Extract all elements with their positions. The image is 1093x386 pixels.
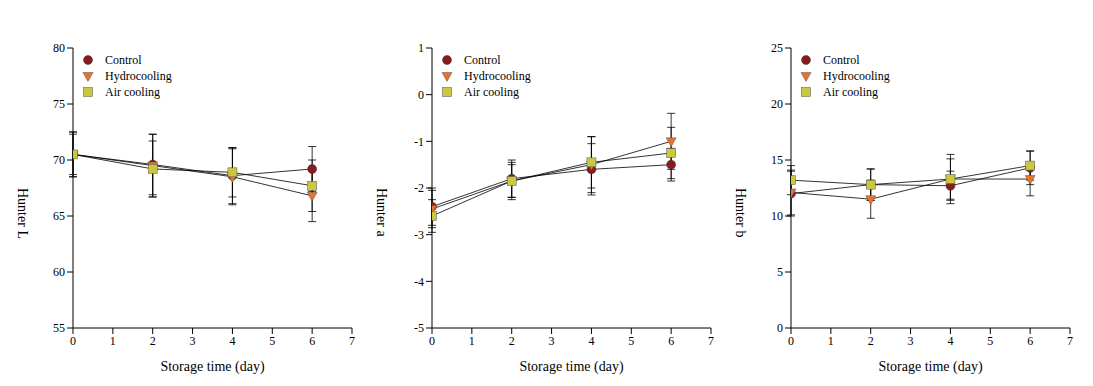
svg-text:Hunter b: Hunter b bbox=[733, 188, 748, 237]
svg-text:60: 60 bbox=[53, 265, 65, 279]
svg-text:4: 4 bbox=[947, 334, 953, 348]
svg-text:1: 1 bbox=[418, 41, 424, 55]
svg-text:1: 1 bbox=[469, 334, 475, 348]
svg-text:Storage time (day): Storage time (day) bbox=[878, 359, 983, 375]
svg-text:75: 75 bbox=[53, 97, 65, 111]
svg-text:80: 80 bbox=[53, 41, 65, 55]
svg-text:5: 5 bbox=[269, 334, 275, 348]
svg-text:6: 6 bbox=[668, 334, 674, 348]
svg-text:15: 15 bbox=[771, 153, 783, 167]
svg-text:10: 10 bbox=[771, 209, 783, 223]
svg-text:20: 20 bbox=[771, 97, 783, 111]
html-text:Hydrocooling: Hydrocooling bbox=[105, 69, 172, 83]
html-text:Control: Control bbox=[464, 53, 501, 67]
svg-text:6: 6 bbox=[309, 334, 315, 348]
svg-text:0: 0 bbox=[777, 321, 783, 335]
html-text:Control: Control bbox=[105, 53, 142, 67]
html-text:Hydrocooling: Hydrocooling bbox=[464, 69, 531, 83]
svg-text:3: 3 bbox=[908, 334, 914, 348]
svg-text:Hunter a: Hunter a bbox=[374, 188, 389, 237]
html-text:Control: Control bbox=[823, 53, 860, 67]
svg-text:-3: -3 bbox=[414, 228, 424, 242]
svg-text:65: 65 bbox=[53, 209, 65, 223]
svg-text:55: 55 bbox=[53, 321, 65, 335]
svg-text:4: 4 bbox=[229, 334, 235, 348]
svg-text:Storage time (day): Storage time (day) bbox=[160, 359, 265, 375]
svg-text:5: 5 bbox=[777, 265, 783, 279]
svg-text:-1: -1 bbox=[414, 135, 424, 149]
svg-text:0: 0 bbox=[788, 334, 794, 348]
svg-text:0: 0 bbox=[429, 334, 435, 348]
svg-text:5: 5 bbox=[628, 334, 634, 348]
svg-text:70: 70 bbox=[53, 153, 65, 167]
html-text:Air cooling: Air cooling bbox=[464, 85, 519, 99]
html-text:Air cooling: Air cooling bbox=[105, 85, 160, 99]
svg-text:3: 3 bbox=[190, 334, 196, 348]
svg-text:7: 7 bbox=[1067, 334, 1073, 348]
svg-text:2: 2 bbox=[509, 334, 515, 348]
svg-text:-2: -2 bbox=[414, 181, 424, 195]
svg-text:1: 1 bbox=[110, 334, 116, 348]
svg-text:5: 5 bbox=[987, 334, 993, 348]
svg-text:-4: -4 bbox=[414, 275, 424, 289]
svg-text:7: 7 bbox=[349, 334, 355, 348]
svg-text:2: 2 bbox=[868, 334, 874, 348]
svg-text:7: 7 bbox=[708, 334, 714, 348]
svg-text:Hunter L: Hunter L bbox=[15, 188, 30, 239]
svg-text:Storage time (day): Storage time (day) bbox=[519, 359, 624, 375]
svg-text:0: 0 bbox=[70, 334, 76, 348]
svg-text:2: 2 bbox=[150, 334, 156, 348]
svg-text:25: 25 bbox=[771, 41, 783, 55]
svg-text:4: 4 bbox=[588, 334, 594, 348]
svg-text:0: 0 bbox=[418, 88, 424, 102]
svg-text:3: 3 bbox=[549, 334, 555, 348]
svg-text:1: 1 bbox=[828, 334, 834, 348]
html-text:Air cooling: Air cooling bbox=[823, 85, 878, 99]
svg-text:6: 6 bbox=[1027, 334, 1033, 348]
html-text:Hydrocooling: Hydrocooling bbox=[823, 69, 890, 83]
svg-text:-5: -5 bbox=[414, 321, 424, 335]
